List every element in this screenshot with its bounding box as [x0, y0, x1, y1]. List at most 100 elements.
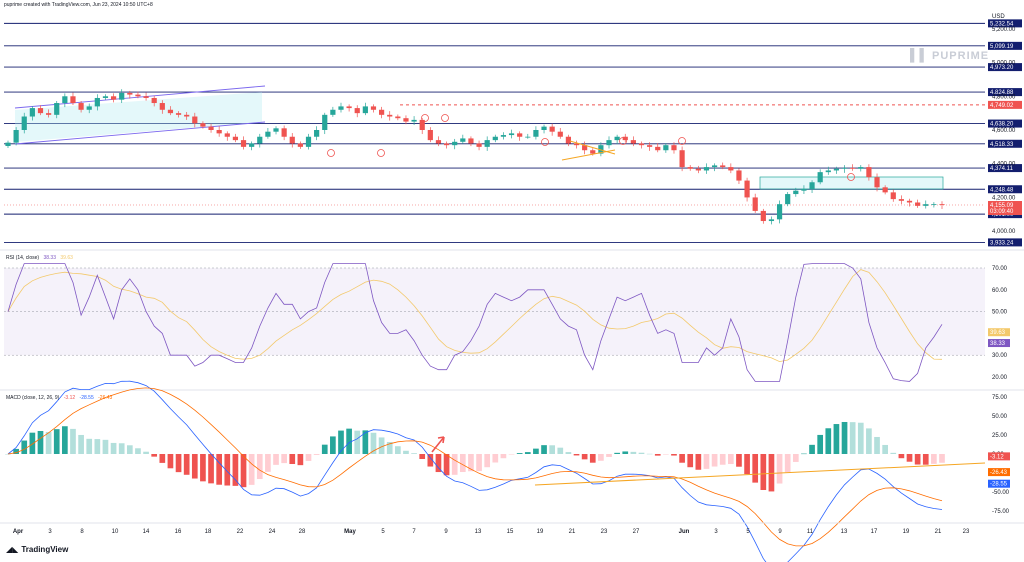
- macd-histogram-bar: [435, 454, 442, 473]
- candle-body: [833, 168, 840, 171]
- brand-emblem-icon: ▌▌: [910, 48, 930, 62]
- macd-histogram-bar: [614, 452, 620, 454]
- candle-body: [78, 103, 84, 110]
- channel-lower-line: [14, 121, 266, 145]
- candle-body: [679, 150, 685, 168]
- macd-histogram-bar: [411, 453, 417, 454]
- rsi-ma-tag: [988, 328, 1010, 337]
- pivot-marker: [541, 138, 549, 146]
- macd-legend[interactable]: MACD (close, 12, 26, 9) -3.12 -28.55 -26…: [6, 395, 112, 401]
- time-tick-label: 13: [841, 529, 848, 535]
- candle-body: [403, 118, 409, 122]
- candle-body: [379, 109, 385, 115]
- candle-body: [419, 119, 425, 130]
- candle-body: [297, 143, 303, 147]
- time-tick-label: 19: [537, 529, 544, 535]
- macd-tick-label: -50.00: [992, 490, 1010, 496]
- time-axis[interactable]: Apr 3 8 10 14 16 18 22 24 28 May 5 7 9 13 15 19 21 23 27 Jun…: [0, 522, 1024, 535]
- macd-histogram-bar: [53, 429, 60, 454]
- macd-histogram-bar: [638, 452, 645, 454]
- macd-histogram-bar: [313, 454, 320, 455]
- macd-histogram-bar: [265, 454, 271, 472]
- candle-body: [452, 141, 458, 146]
- candle-body: [200, 123, 206, 127]
- candle-body: [866, 167, 872, 178]
- price-level-tag: [988, 164, 1022, 173]
- macd-histogram-bar: [321, 444, 328, 454]
- candle-body: [127, 92, 133, 95]
- candle-body: [768, 219, 775, 222]
- macd-tick-label: -75.00: [992, 509, 1010, 515]
- time-tick-label: 21: [569, 529, 576, 535]
- price-level-tag: [988, 88, 1022, 97]
- candle-body: [565, 136, 571, 144]
- macd-histogram-bar: [102, 439, 109, 454]
- time-tick-label: 19: [903, 529, 910, 535]
- candle-body: [13, 130, 19, 143]
- tradingview-logo[interactable]: ◢◣ TradingView: [6, 545, 69, 554]
- macd-histogram-bar: [13, 448, 19, 454]
- macd-histogram-bar: [29, 432, 36, 454]
- macd-tag-label: -28.55: [990, 482, 1008, 488]
- macd-histogram-bar: [906, 454, 913, 462]
- candle-body: [265, 131, 271, 137]
- macd-histogram-bar: [297, 454, 304, 466]
- candle-body: [175, 113, 182, 115]
- macd-histogram-bar: [208, 454, 214, 484]
- candle-body: [70, 96, 76, 104]
- rsi-legend[interactable]: RSI (14, close) 38.33 39.63: [6, 255, 73, 261]
- macd-histogram-bar: [378, 437, 385, 454]
- channel-fill: [15, 92, 262, 142]
- macd-line: [7, 380, 943, 562]
- candle-body: [647, 145, 653, 147]
- time-tick-label: 9: [444, 529, 448, 535]
- macd-histogram-bar: [630, 451, 637, 454]
- macd-histogram-bar: [508, 454, 515, 455]
- candle-body: [874, 177, 880, 188]
- price-level-tag: [988, 185, 1022, 194]
- macd-histogram-bar: [281, 454, 287, 464]
- tradingview-logo-icon: ◢◣: [6, 545, 19, 554]
- time-tick-label: 7: [412, 529, 416, 535]
- macd-histogram-bar: [589, 454, 596, 463]
- macd-histogram-bar: [118, 443, 125, 454]
- macd-histogram-bar: [606, 454, 612, 457]
- candle-body: [21, 116, 27, 130]
- candle-body: [37, 108, 44, 114]
- candle-body: [695, 168, 701, 171]
- candle-body: [614, 136, 620, 141]
- time-tick-label: 23: [601, 529, 608, 535]
- rsi-tag: [988, 339, 1010, 348]
- macd-histogram-bar: [752, 454, 759, 483]
- time-tick-label: 18: [205, 529, 212, 535]
- candle-body: [923, 204, 929, 206]
- price-levels: 5,232.54 5,099.19 4,973.20 4,824.88 4,638.20…: [4, 19, 1022, 247]
- macd-histogram-bar: [882, 444, 888, 454]
- macd-histogram-bar: [21, 440, 28, 454]
- candle-body: [159, 103, 165, 110]
- time-tick-label: 28: [299, 529, 306, 535]
- macd-histogram-bar: [216, 454, 223, 485]
- candle-body: [655, 146, 661, 151]
- macd-histogram-bar: [736, 454, 742, 467]
- time-tick-label: 9: [778, 529, 782, 535]
- time-tick-label: 17: [871, 529, 878, 535]
- candle-body: [119, 92, 125, 100]
- price-axis[interactable]: USD 4,000.00 4,200.00 4,400.00 4,600.00 4,800…: [992, 14, 1016, 235]
- price-level-tag: [988, 119, 1022, 128]
- macd-histogram-bar: [386, 441, 393, 454]
- chart-header: puprime created with TradingView.com, Ju…: [4, 2, 153, 8]
- macd-histogram-bar: [874, 436, 880, 454]
- time-tick-label: 23: [963, 529, 970, 535]
- candle-body: [86, 106, 92, 110]
- rsi-ma-tag-label: 39.63: [990, 330, 1006, 336]
- candle-body: [573, 143, 580, 146]
- price-level-tag: [988, 238, 1022, 247]
- macd-histogram-bar: [362, 430, 369, 454]
- candle-body: [517, 133, 523, 137]
- candle-body: [931, 204, 937, 205]
- macd-histogram-bar: [273, 454, 279, 465]
- resistance-tag: [988, 100, 1022, 109]
- macd-histogram-bar: [70, 428, 76, 454]
